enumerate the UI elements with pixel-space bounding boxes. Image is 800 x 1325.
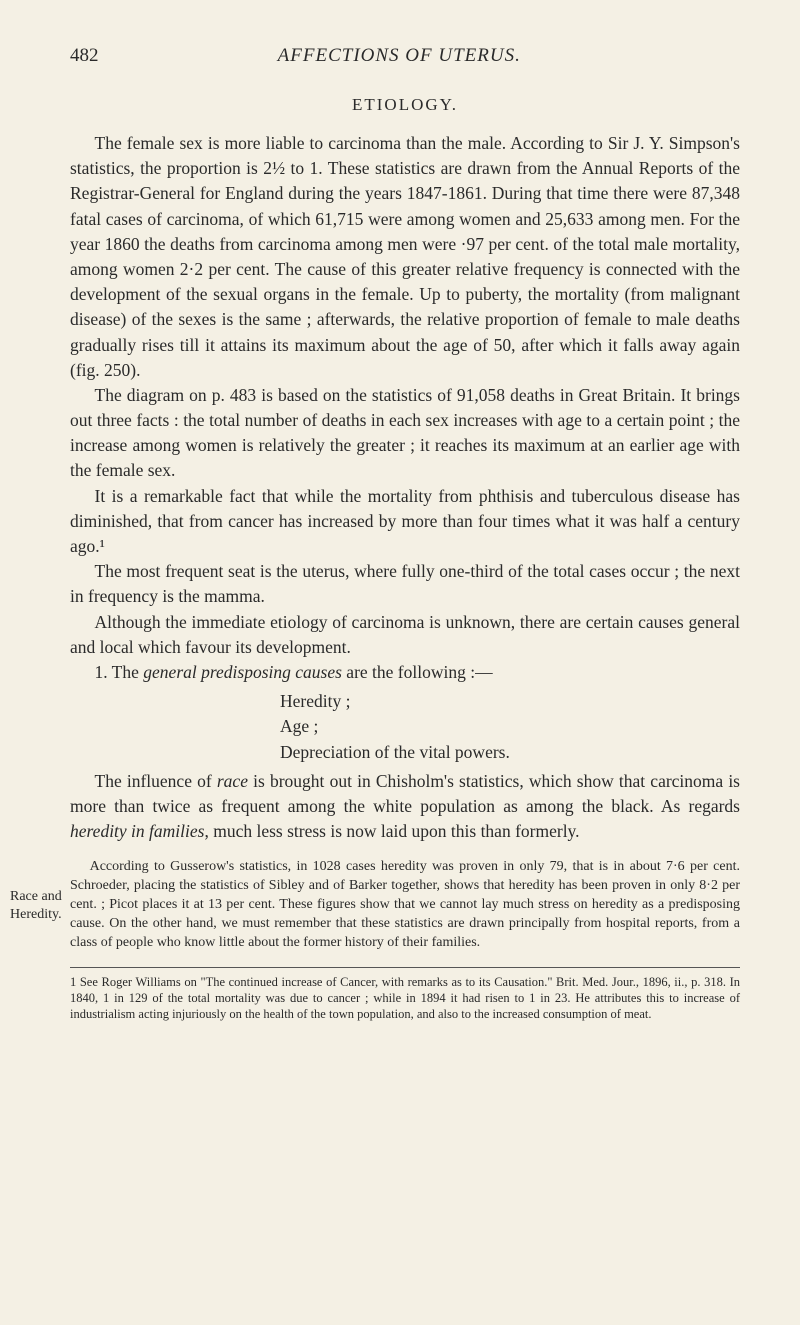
p6-prefix: 1. The bbox=[95, 662, 144, 682]
list-item: Age ; bbox=[280, 714, 740, 739]
p7-heredity: heredity in families bbox=[70, 821, 204, 841]
marginal-note: Race and Heredity. bbox=[10, 888, 72, 923]
running-title: AFFECTIONS OF UTERUS. bbox=[59, 45, 741, 67]
list-item: Depreciation of the vital powers. bbox=[280, 740, 740, 765]
paragraph-1: The female sex is more liable to carcino… bbox=[70, 131, 740, 383]
cause-list: Heredity ; Age ; Depreciation of the vit… bbox=[280, 689, 740, 765]
paragraph-2: The diagram on p. 483 is based on the st… bbox=[70, 383, 740, 484]
footnote-rule bbox=[70, 967, 740, 968]
smallprint-paragraph: According to Gusserow's statistics, in 1… bbox=[70, 858, 740, 952]
p7-a: The influence of bbox=[95, 771, 217, 791]
p6-italic: general predisposing causes bbox=[143, 662, 342, 682]
paragraph-3: It is a remarkable fact that while the m… bbox=[70, 484, 740, 560]
list-item: Heredity ; bbox=[280, 689, 740, 714]
page-header: 482 AFFECTIONS OF UTERUS. bbox=[70, 45, 740, 67]
p7-c: , much less stress is now laid upon this… bbox=[204, 821, 579, 841]
paragraph-5: Although the immediate etiology of carci… bbox=[70, 610, 740, 660]
p7-race: race bbox=[217, 771, 248, 791]
footnote: 1 See Roger Williams on "The continued i… bbox=[70, 974, 740, 1023]
body-text-2: The influence of race is brought out in … bbox=[70, 769, 740, 845]
body-text: The female sex is more liable to carcino… bbox=[70, 131, 740, 685]
paragraph-7: The influence of race is brought out in … bbox=[70, 769, 740, 845]
section-heading: ETIOLOGY. bbox=[70, 95, 740, 115]
paragraph-4: The most frequent seat is the uterus, wh… bbox=[70, 559, 740, 609]
paragraph-6: 1. The general predisposing causes are t… bbox=[70, 660, 740, 685]
p6-suffix: are the following :— bbox=[342, 662, 493, 682]
